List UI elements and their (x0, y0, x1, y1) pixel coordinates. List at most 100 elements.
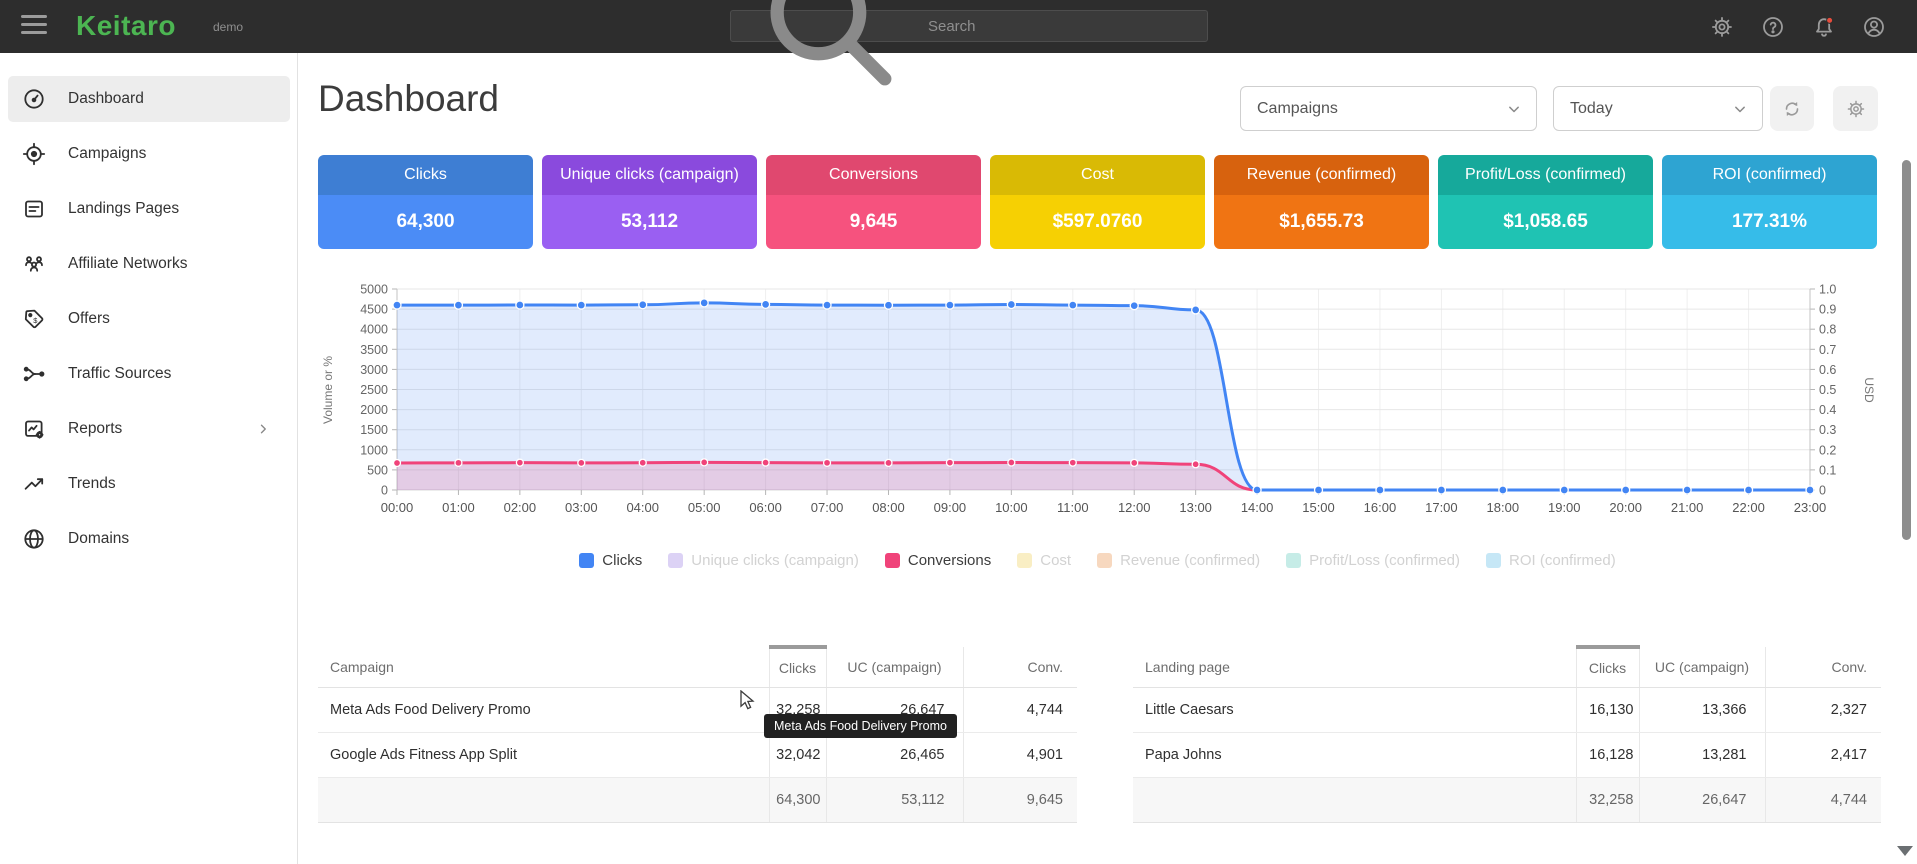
notifications-icon[interactable] (1812, 15, 1836, 39)
table-row[interactable]: Google Ads Fitness App Split 32,042 26,465… (318, 732, 1077, 778)
table-footer-row: 64,300 53,112 9,645 (318, 776, 1077, 823)
svg-text:15:00: 15:00 (1302, 500, 1335, 515)
stat-card-value: $597.0760 (990, 195, 1205, 249)
sidebar-item-label: Campaigns (68, 145, 147, 162)
row-tooltip: Meta Ads Food Delivery Promo (764, 714, 957, 738)
account-icon[interactable] (1862, 15, 1886, 39)
table-row[interactable]: Little Caesars 16,130 13,366 2,327 (1133, 687, 1881, 733)
sidebar-item-offers[interactable]: $ Offers (8, 296, 290, 342)
legend-swatch (1486, 553, 1502, 568)
campaigns-filter-select[interactable]: Campaigns (1240, 86, 1537, 131)
sidebar-item-reports[interactable]: Reports (8, 406, 290, 452)
footer-total-cell: 4,744 (1764, 776, 1881, 823)
svg-text:0.9: 0.9 (1819, 303, 1836, 317)
stat-card-value: $1,655.73 (1214, 195, 1429, 249)
scroll-down-icon[interactable] (1897, 846, 1913, 856)
stat-card-clicks: Clicks 64,300 (318, 155, 533, 249)
global-search[interactable] (730, 0, 1208, 86)
stat-card-label: Conversions (766, 155, 981, 195)
table-header-row: Campaign Clicks UC (campaign) Conv. (318, 645, 1077, 688)
refresh-button[interactable] (1770, 86, 1814, 131)
svg-text:05:00: 05:00 (688, 500, 721, 515)
legend-swatch (1017, 553, 1033, 568)
date-range-value: Today (1570, 99, 1613, 117)
column-header-campaign[interactable]: Campaign (318, 647, 769, 688)
column-header-conv[interactable]: Conv. (962, 647, 1077, 688)
svg-text:3500: 3500 (360, 343, 388, 357)
svg-text:0.7: 0.7 (1819, 343, 1836, 357)
sidebar-item-domains[interactable]: Domains (8, 516, 290, 562)
column-header-conv[interactable]: Conv. (1764, 647, 1881, 688)
row-name-cell[interactable]: Papa Johns (1133, 732, 1576, 778)
column-header-landing-page[interactable]: Landing page (1133, 647, 1576, 688)
legend-swatch (884, 553, 900, 568)
legend-item-unique-clicks-campaign[interactable]: Unique clicks (campaign) (668, 552, 859, 569)
dashboard-settings-button[interactable] (1833, 86, 1878, 131)
menu-toggle-icon[interactable] (21, 15, 47, 37)
legend-item-revenue-confirmed[interactable]: Revenue (confirmed) (1097, 552, 1260, 569)
campaigns-table: Campaign Clicks UC (campaign) Conv. Meta Ads… (318, 645, 1077, 823)
row-name-cell[interactable]: Google Ads Fitness App Split (318, 732, 769, 778)
row-value-cell: 4,901 (962, 732, 1077, 778)
settings-icon[interactable] (1710, 15, 1734, 39)
footer-total-cell (318, 776, 769, 823)
stat-cards-row: Clicks 64,300 Unique clicks (campaign) 53,1… (318, 155, 1878, 249)
svg-text:14:00: 14:00 (1241, 500, 1274, 515)
legend-item-roi-confirmed[interactable]: ROI (confirmed) (1486, 552, 1616, 569)
column-header-uc-campaign[interactable]: UC (campaign) (1638, 647, 1765, 688)
search-input[interactable] (927, 17, 1197, 35)
page-title: Dashboard (318, 78, 500, 119)
row-name-cell[interactable]: Meta Ads Food Delivery Promo (318, 687, 769, 733)
traffic-chart: 0 0 500 0.1 1000 0.2 1500 0.3 2000 0.4 2500 0.5 3000… (305, 278, 1895, 534)
brand-logo[interactable]: Keitaro (76, 10, 176, 41)
legend-item-conversions[interactable]: Conversions (884, 552, 992, 569)
legend-item-clicks[interactable]: Clicks (579, 552, 642, 569)
column-header-uc-campaign[interactable]: UC (campaign) (825, 647, 963, 688)
date-range-select[interactable]: Today (1553, 86, 1763, 131)
table-footer-row: 32,258 26,647 4,744 (1133, 776, 1881, 823)
sidebar-item-traffic-sources[interactable]: Traffic Sources (8, 351, 290, 397)
legend-label: Conversions (907, 552, 992, 569)
column-header-clicks[interactable]: Clicks (1575, 645, 1639, 688)
svg-text:06:00: 06:00 (749, 500, 782, 515)
offers-icon: $ (22, 307, 46, 331)
stat-card-revenue-confirmed: Revenue (confirmed) $1,655.73 (1214, 155, 1429, 249)
brand-badge: demo (213, 20, 244, 34)
row-value-cell: 16,128 (1575, 732, 1639, 778)
traffic-icon (22, 362, 46, 386)
sidebar-item-campaigns[interactable]: Campaigns (8, 131, 290, 177)
footer-total-cell (1133, 776, 1576, 823)
svg-text:500: 500 (367, 463, 388, 477)
svg-text:4000: 4000 (360, 323, 388, 337)
refresh-icon (1781, 98, 1803, 120)
trends-icon (22, 472, 46, 496)
search-icon (741, 0, 918, 117)
svg-text:12:00: 12:00 (1118, 500, 1151, 515)
dashboard-icon (22, 87, 46, 111)
legend-item-cost[interactable]: Cost (1017, 552, 1071, 569)
help-icon[interactable] (1761, 15, 1785, 39)
table-row[interactable]: Meta Ads Food Delivery Promo 32,258 26,647… (318, 687, 1077, 733)
sidebar-item-landings-pages[interactable]: Landings Pages (8, 186, 290, 232)
footer-total-cell: 32,258 (1575, 776, 1639, 823)
row-value-cell: 26,465 (825, 732, 963, 778)
svg-text:0: 0 (381, 484, 388, 498)
sidebar-item-affiliate-networks[interactable]: Affiliate Networks (8, 241, 290, 287)
svg-text:03:00: 03:00 (565, 500, 598, 515)
svg-text:4500: 4500 (360, 303, 388, 317)
stat-card-label: ROI (confirmed) (1662, 155, 1877, 195)
column-header-clicks[interactable]: Clicks (768, 645, 826, 688)
page-scrollbar-thumb[interactable] (1902, 160, 1911, 540)
svg-text:08:00: 08:00 (872, 500, 905, 515)
svg-text:3000: 3000 (360, 363, 388, 377)
series-clicks-area (397, 302, 1810, 490)
row-name-cell[interactable]: Little Caesars (1133, 687, 1576, 733)
row-value-cell: 4,744 (962, 687, 1077, 733)
sidebar-item-trends[interactable]: Trends (8, 461, 290, 507)
sidebar-item-dashboard[interactable]: Dashboard (8, 76, 290, 122)
row-value-cell: 32,042 (768, 732, 826, 778)
row-value-cell: 13,366 (1638, 687, 1765, 733)
legend-item-profit-loss-confirmed[interactable]: Profit/Loss (confirmed) (1286, 552, 1460, 569)
row-value-cell: 13,281 (1638, 732, 1765, 778)
table-row[interactable]: Papa Johns 16,128 13,281 2,417 (1133, 732, 1881, 778)
